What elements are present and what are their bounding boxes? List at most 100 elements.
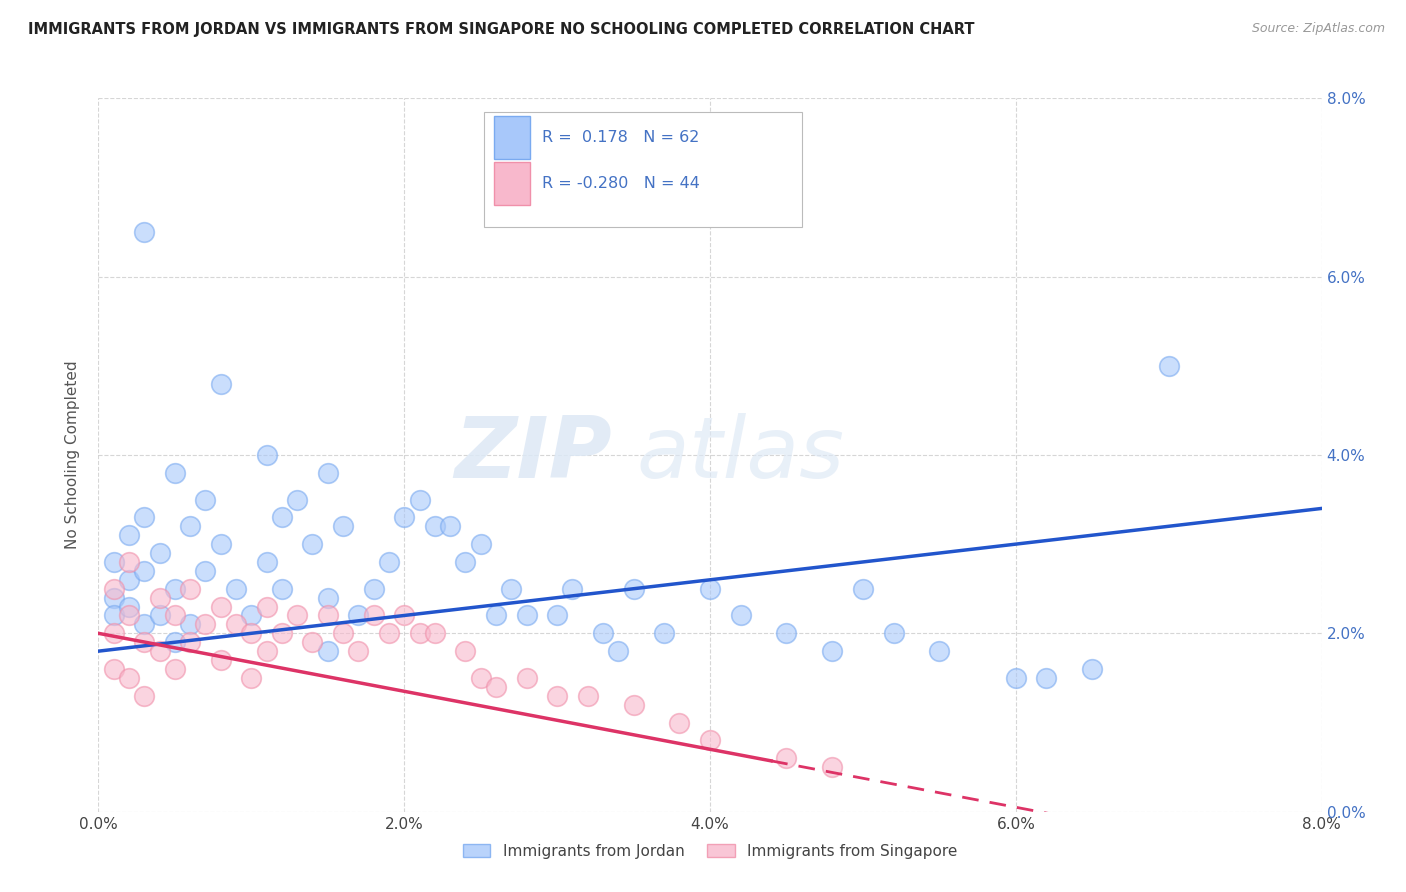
Point bbox=[332, 626, 354, 640]
Point bbox=[699, 582, 721, 596]
Point bbox=[256, 555, 278, 569]
Point bbox=[149, 591, 172, 605]
Text: R = -0.280   N = 44: R = -0.280 N = 44 bbox=[543, 177, 700, 191]
Y-axis label: No Schooling Completed: No Schooling Completed bbox=[65, 360, 80, 549]
Point bbox=[730, 608, 752, 623]
Point bbox=[423, 519, 446, 533]
Point bbox=[1004, 671, 1026, 685]
Point bbox=[270, 582, 294, 596]
Point bbox=[118, 599, 141, 614]
Point bbox=[103, 591, 125, 605]
Point bbox=[270, 510, 294, 524]
Point bbox=[134, 225, 156, 239]
Point bbox=[179, 519, 201, 533]
Point bbox=[928, 644, 950, 658]
Point bbox=[118, 671, 141, 685]
FancyBboxPatch shape bbox=[484, 112, 801, 227]
Point bbox=[240, 608, 263, 623]
Point bbox=[378, 555, 401, 569]
Point bbox=[285, 492, 308, 507]
Point bbox=[316, 644, 339, 658]
Point bbox=[163, 582, 186, 596]
Point bbox=[149, 546, 172, 560]
Point bbox=[852, 582, 875, 596]
Point bbox=[607, 644, 630, 658]
Point bbox=[179, 617, 201, 632]
Point bbox=[270, 626, 294, 640]
Point bbox=[668, 715, 690, 730]
Point bbox=[347, 608, 370, 623]
Point bbox=[408, 626, 430, 640]
Point bbox=[392, 510, 416, 524]
Point bbox=[285, 608, 308, 623]
Point bbox=[378, 626, 401, 640]
Point bbox=[179, 582, 201, 596]
Point bbox=[347, 644, 370, 658]
Point bbox=[149, 608, 172, 623]
Point bbox=[470, 537, 492, 551]
Point bbox=[209, 653, 232, 667]
Point bbox=[821, 644, 844, 658]
Point bbox=[103, 582, 125, 596]
Point bbox=[163, 662, 186, 676]
Point bbox=[118, 555, 141, 569]
Point bbox=[118, 528, 141, 542]
Point bbox=[240, 671, 263, 685]
Point bbox=[623, 698, 645, 712]
Point bbox=[699, 733, 721, 747]
Point bbox=[163, 608, 186, 623]
Point bbox=[134, 510, 156, 524]
Point bbox=[301, 537, 323, 551]
Point bbox=[423, 626, 446, 640]
Point bbox=[149, 644, 172, 658]
Point bbox=[623, 582, 645, 596]
Point bbox=[118, 573, 141, 587]
Point bbox=[225, 617, 247, 632]
Point bbox=[209, 376, 232, 391]
Point bbox=[103, 626, 125, 640]
Point bbox=[392, 608, 416, 623]
Point bbox=[576, 689, 599, 703]
Text: ZIP: ZIP bbox=[454, 413, 612, 497]
Bar bbox=[494, 162, 530, 205]
Point bbox=[561, 582, 583, 596]
Point bbox=[256, 448, 278, 462]
Point bbox=[1081, 662, 1104, 676]
Point bbox=[516, 671, 538, 685]
Point bbox=[516, 608, 538, 623]
Point bbox=[316, 466, 339, 480]
Point bbox=[103, 608, 125, 623]
Point bbox=[240, 626, 263, 640]
Point bbox=[134, 617, 156, 632]
Point bbox=[134, 689, 156, 703]
Point bbox=[775, 751, 797, 765]
Point bbox=[1157, 359, 1180, 373]
Point bbox=[209, 537, 232, 551]
Point bbox=[225, 582, 247, 596]
Point bbox=[316, 608, 339, 623]
Point bbox=[316, 591, 339, 605]
Point bbox=[592, 626, 614, 640]
Point bbox=[1035, 671, 1057, 685]
Point bbox=[256, 644, 278, 658]
Point bbox=[546, 689, 568, 703]
Point bbox=[454, 644, 477, 658]
Point bbox=[134, 564, 156, 578]
Point bbox=[501, 582, 523, 596]
Point bbox=[470, 671, 492, 685]
Point bbox=[134, 635, 156, 649]
Point bbox=[194, 564, 217, 578]
Point bbox=[194, 617, 217, 632]
Point bbox=[332, 519, 354, 533]
Point bbox=[363, 582, 385, 596]
Point bbox=[103, 555, 125, 569]
Point bbox=[821, 760, 844, 774]
Point bbox=[408, 492, 430, 507]
Point bbox=[775, 626, 797, 640]
Point bbox=[301, 635, 323, 649]
Text: atlas: atlas bbox=[637, 413, 845, 497]
Point bbox=[439, 519, 461, 533]
Point bbox=[652, 626, 675, 640]
Point bbox=[194, 492, 217, 507]
Point bbox=[485, 680, 508, 694]
